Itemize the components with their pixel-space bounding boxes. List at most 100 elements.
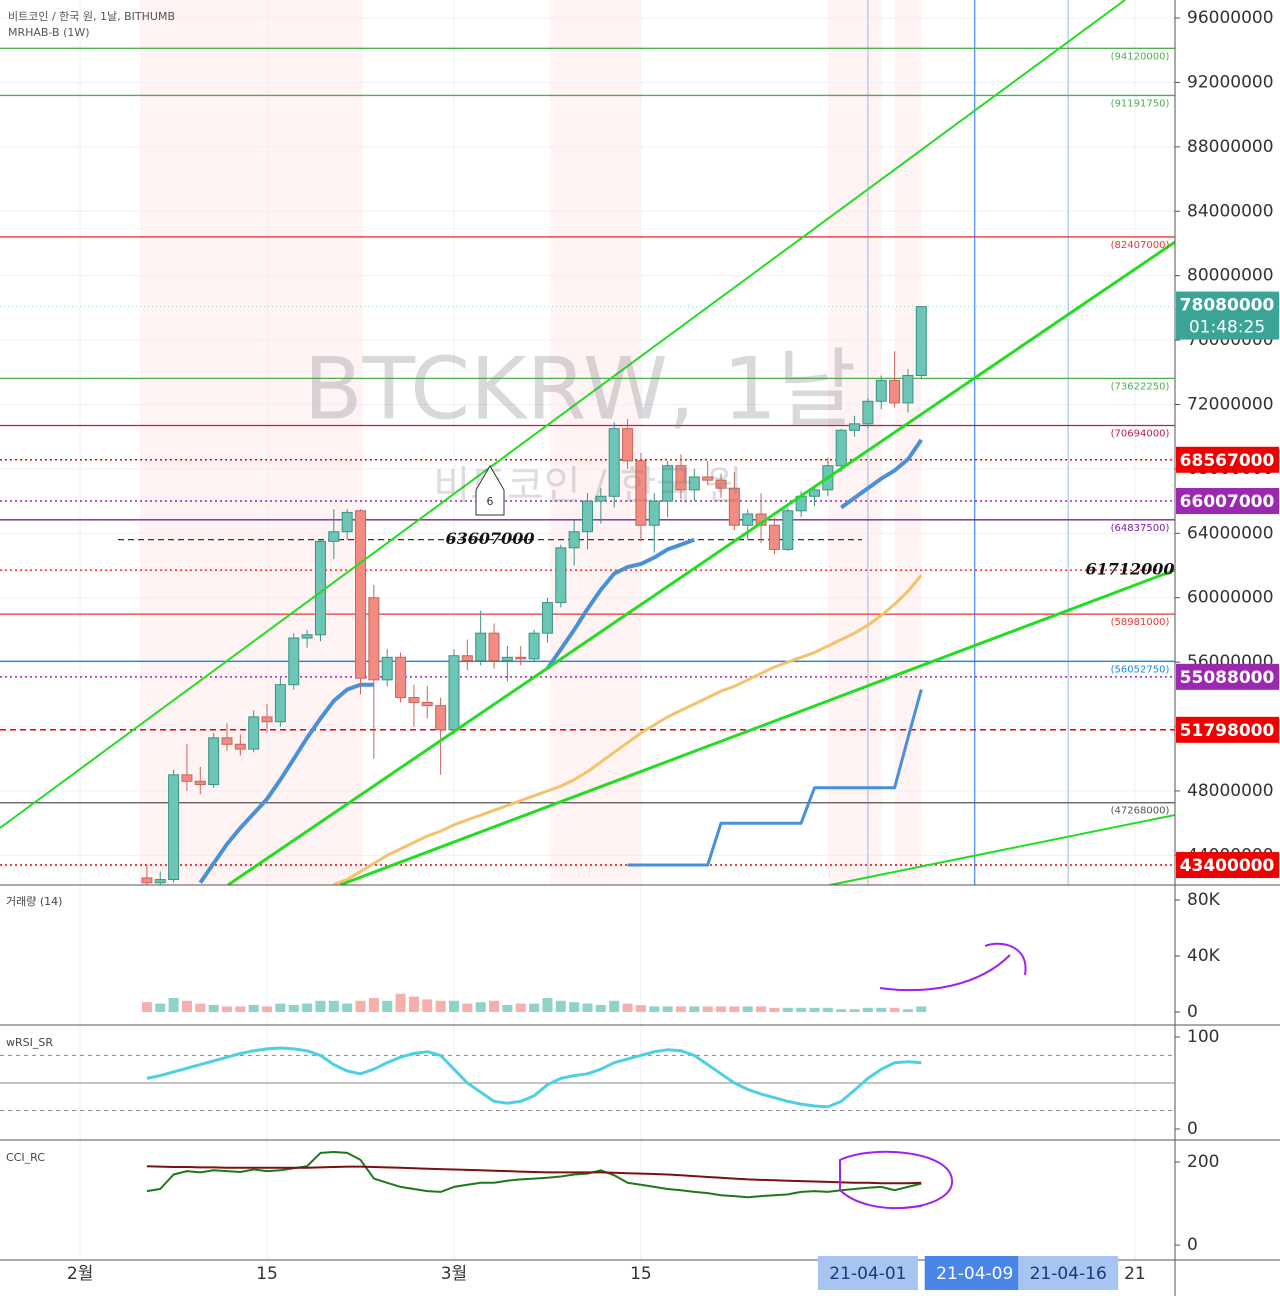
price-tag	[1176, 488, 1279, 515]
volume-bar	[408, 996, 419, 1012]
candle-body	[782, 510, 794, 550]
volume-bar	[769, 1007, 780, 1012]
series-line	[146, 1165, 922, 1185]
candle-body	[889, 379, 901, 404]
candle-body	[568, 531, 580, 549]
overlay: 2월153월1521440000004800000052000000560000…	[67, 8, 1279, 1290]
volume-bar	[262, 1006, 273, 1012]
volume-bar	[502, 1004, 513, 1012]
price-line-label: (73622250)	[1111, 381, 1170, 392]
x-tick-label: 3월	[441, 1264, 467, 1284]
volume-bar	[582, 1003, 593, 1012]
symbol-header: 비트코인 / 한국 원, 1날, BITHUMB	[8, 10, 175, 23]
callout-text: 6	[487, 495, 494, 508]
price-tag	[1176, 663, 1279, 690]
volume-bar	[702, 1006, 713, 1012]
candle-body	[421, 701, 433, 707]
volume-bar	[302, 1003, 313, 1012]
series-line	[146, 1046, 922, 1109]
trend-lines	[0, 0, 1175, 885]
volume-bar	[529, 1003, 540, 1012]
candle-body	[835, 429, 847, 467]
volume-bar	[208, 1004, 219, 1012]
y-tick-label: 92000000	[1187, 72, 1274, 92]
annotation-label: 63607000	[445, 529, 534, 548]
volume-bar	[649, 1006, 660, 1012]
candle-body	[461, 655, 473, 662]
volume-bar	[609, 1000, 620, 1012]
volume-bar	[275, 1003, 286, 1012]
volume-bar	[181, 1000, 192, 1012]
y-tick-label: 0	[1187, 1119, 1198, 1139]
date-marker	[817, 1256, 918, 1290]
candle-body	[635, 460, 647, 526]
watermark-title: BTCKRW, 1날	[304, 339, 857, 439]
candle-body	[435, 705, 447, 731]
y-tick-label: 80000000	[1187, 266, 1274, 286]
candle-body	[234, 743, 246, 750]
drawings	[839, 942, 1027, 1210]
volume-bar	[902, 1009, 913, 1012]
price-tag-label: 51798000	[1180, 721, 1275, 741]
y-tick-label: 60000000	[1187, 588, 1274, 608]
price-line-label: (70694000)	[1111, 429, 1170, 440]
last-price-tag	[1176, 291, 1279, 340]
series-line	[627, 689, 923, 867]
price-line-label: (64837500)	[1111, 523, 1170, 534]
candle-body	[408, 697, 420, 703]
candle-body	[702, 476, 714, 481]
x-tick-label: 21	[1124, 1264, 1146, 1284]
volume-bar	[221, 1006, 232, 1012]
volume-bar	[876, 1007, 887, 1012]
series-line	[333, 574, 923, 885]
volume-bar	[368, 997, 379, 1012]
candle-body	[808, 489, 820, 497]
volume-bar	[595, 1004, 606, 1012]
volume-bar	[248, 1004, 259, 1012]
candle-body	[768, 524, 780, 550]
volume-bar	[462, 1003, 473, 1012]
grid	[0, 0, 1175, 1260]
x-tick-label: 2월	[67, 1264, 93, 1284]
y-tick-label: 100	[1187, 1027, 1219, 1047]
candle-body	[488, 632, 500, 662]
volume-bar	[489, 1000, 500, 1012]
price-line-label: (91191750)	[1111, 98, 1170, 109]
volume-bar	[662, 1006, 673, 1012]
candle-body	[501, 656, 513, 662]
panel-title: CCI_RC	[6, 1151, 45, 1164]
volume-bar	[141, 1002, 152, 1012]
panel-title: 거래량 (14)	[6, 895, 62, 908]
volume-bar	[569, 1002, 580, 1012]
volume-bar	[382, 1000, 393, 1012]
candle-body	[622, 428, 634, 462]
volume-bar	[689, 1006, 700, 1012]
price-line-label: (56052750)	[1111, 664, 1170, 675]
volume-bar	[288, 1004, 299, 1012]
panel-title: wRSI_SR	[6, 1036, 53, 1049]
y-tick-label: 0	[1187, 1235, 1198, 1255]
candle-body	[662, 465, 674, 502]
candle-body	[715, 479, 727, 489]
price-tag-label: 43400000	[1180, 856, 1275, 876]
candle-body	[742, 513, 754, 526]
y-tick-label: 72000000	[1187, 394, 1274, 414]
price-line-label: (58981000)	[1111, 617, 1170, 628]
candle-body	[168, 774, 180, 881]
volume-bar	[916, 1006, 927, 1012]
volume-bar	[675, 1006, 686, 1012]
candle-body	[862, 400, 874, 425]
y-tick-label: 88000000	[1187, 137, 1274, 157]
candle-body	[582, 500, 593, 533]
candle-body	[194, 780, 206, 786]
volume-bar	[435, 1000, 446, 1012]
y-tick-label: 84000000	[1187, 201, 1274, 221]
candle-body	[875, 379, 887, 402]
sub-panels	[0, 993, 1175, 1199]
price-line-label: (82407000)	[1111, 240, 1170, 251]
candle-body	[515, 656, 527, 660]
volume-bar	[155, 1003, 166, 1012]
volume-bar	[796, 1007, 807, 1012]
volume-bar	[782, 1007, 793, 1012]
